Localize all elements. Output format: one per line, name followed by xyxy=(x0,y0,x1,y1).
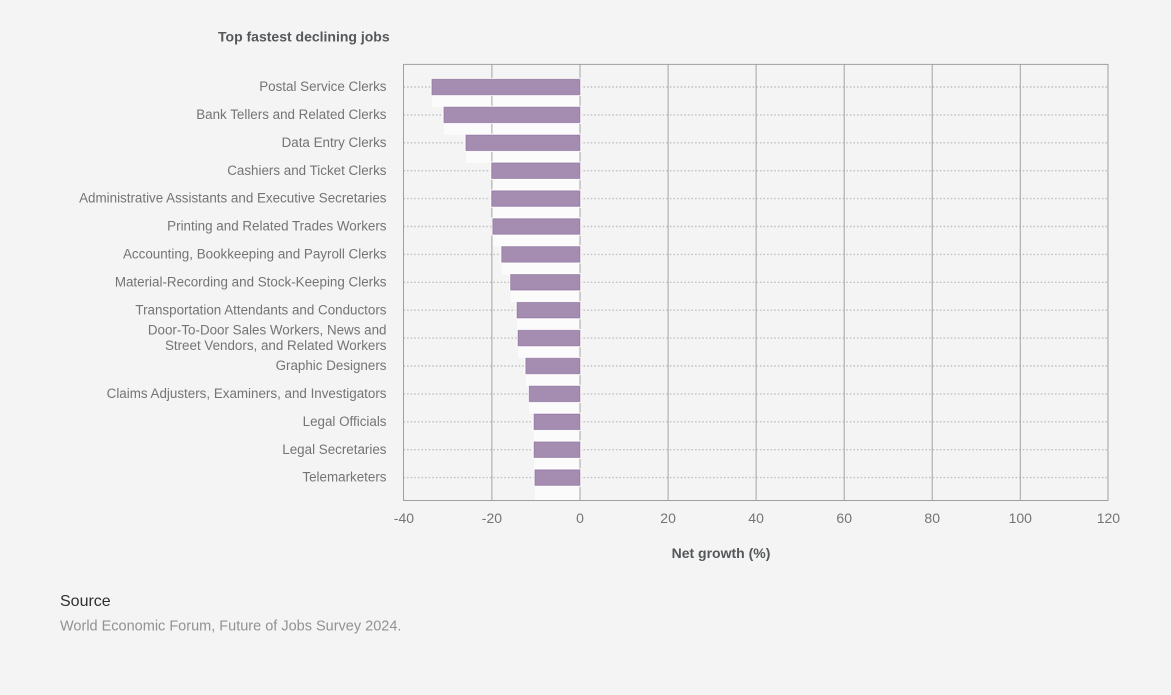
svg-text:Accounting, Bookkeeping and Pa: Accounting, Bookkeeping and Payroll Cler… xyxy=(123,247,387,262)
svg-text:Street Vendors, and Related Wo: Street Vendors, and Related Workers xyxy=(165,338,387,353)
svg-text:0: 0 xyxy=(576,510,584,526)
svg-text:40: 40 xyxy=(748,510,764,526)
svg-text:20: 20 xyxy=(660,510,676,526)
svg-text:Net growth (%): Net growth (%) xyxy=(672,545,771,561)
svg-text:Door-To-Door Sales Workers, Ne: Door-To-Door Sales Workers, News and xyxy=(148,322,387,337)
svg-text:-20: -20 xyxy=(482,510,502,526)
svg-text:Administrative Assistants and: Administrative Assistants and Executive … xyxy=(79,191,387,206)
svg-text:120: 120 xyxy=(1097,510,1121,526)
svg-text:Legal Officials: Legal Officials xyxy=(303,414,387,429)
svg-text:Cashiers and Ticket Clerks: Cashiers and Ticket Clerks xyxy=(227,163,387,178)
svg-text:100: 100 xyxy=(1009,510,1033,526)
svg-text:Printing and Related Trades Wo: Printing and Related Trades Workers xyxy=(167,219,387,234)
svg-text:Legal Secretaries: Legal Secretaries xyxy=(282,442,387,457)
svg-text:Claims Adjusters, Examiners, a: Claims Adjusters, Examiners, and Investi… xyxy=(107,386,387,401)
svg-text:80: 80 xyxy=(924,510,940,526)
svg-text:Graphic Designers: Graphic Designers xyxy=(276,358,387,373)
svg-text:Material-Recording and Stock-K: Material-Recording and Stock-Keeping Cle… xyxy=(115,274,387,289)
svg-text:Postal Service Clerks: Postal Service Clerks xyxy=(259,79,387,94)
svg-text:Transportation Attendants and: Transportation Attendants and Conductors xyxy=(135,302,386,317)
svg-text:-40: -40 xyxy=(394,510,414,526)
svg-text:Telemarketers: Telemarketers xyxy=(302,470,386,485)
svg-text:60: 60 xyxy=(836,510,852,526)
svg-text:Bank Tellers and Related Clerk: Bank Tellers and Related Clerks xyxy=(196,107,387,122)
svg-text:Top fastest declining jobs: Top fastest declining jobs xyxy=(218,28,390,44)
svg-text:Data Entry Clerks: Data Entry Clerks xyxy=(282,135,387,150)
svg-text:World Economic Forum, Future o: World Economic Forum, Future of Jobs Sur… xyxy=(60,619,401,635)
svg-text:Source: Source xyxy=(60,593,111,610)
